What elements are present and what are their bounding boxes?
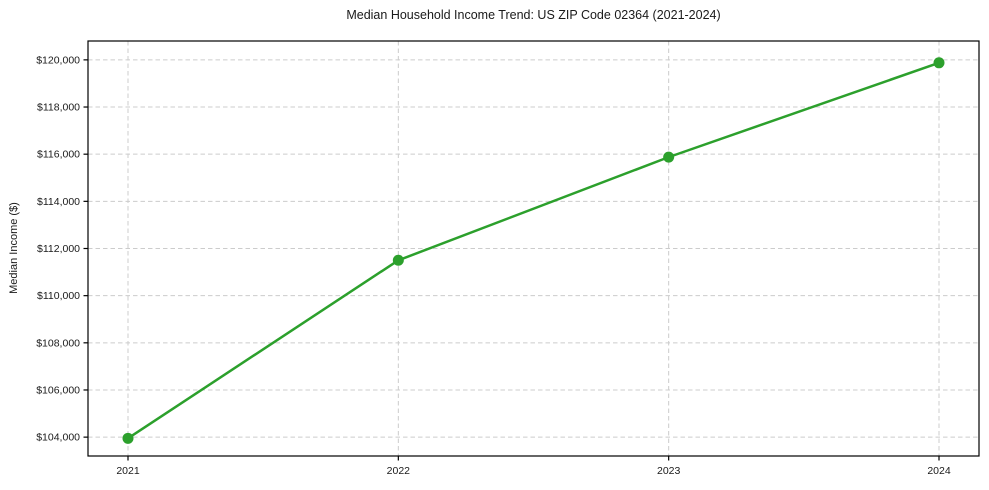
data-point-2023 [663,151,675,163]
x-tick-label: 2024 [927,465,951,477]
data-point-2024 [933,57,945,69]
x-tick-label: 2021 [116,465,140,477]
data-point-2021 [122,432,134,444]
y-tick-label: $114,000 [37,196,80,208]
trend-line [126,61,941,440]
y-tick-label: $110,000 [37,290,80,302]
chart-title: Median Household Income Trend: US ZIP Co… [346,8,721,22]
x-tick-label: 2023 [657,465,681,477]
y-tick-label: $118,000 [37,102,80,114]
y-tick-label: $112,000 [37,243,80,255]
y-tick-label: $116,000 [37,149,80,161]
y-tick-label: $120,000 [36,54,80,66]
y-tick-label: $106,000 [36,384,80,396]
y-tick-label: $108,000 [36,337,80,349]
y-tick-label: $104,000 [36,432,80,444]
data-point-2022 [392,254,404,266]
x-tick-label: 2022 [387,465,411,477]
